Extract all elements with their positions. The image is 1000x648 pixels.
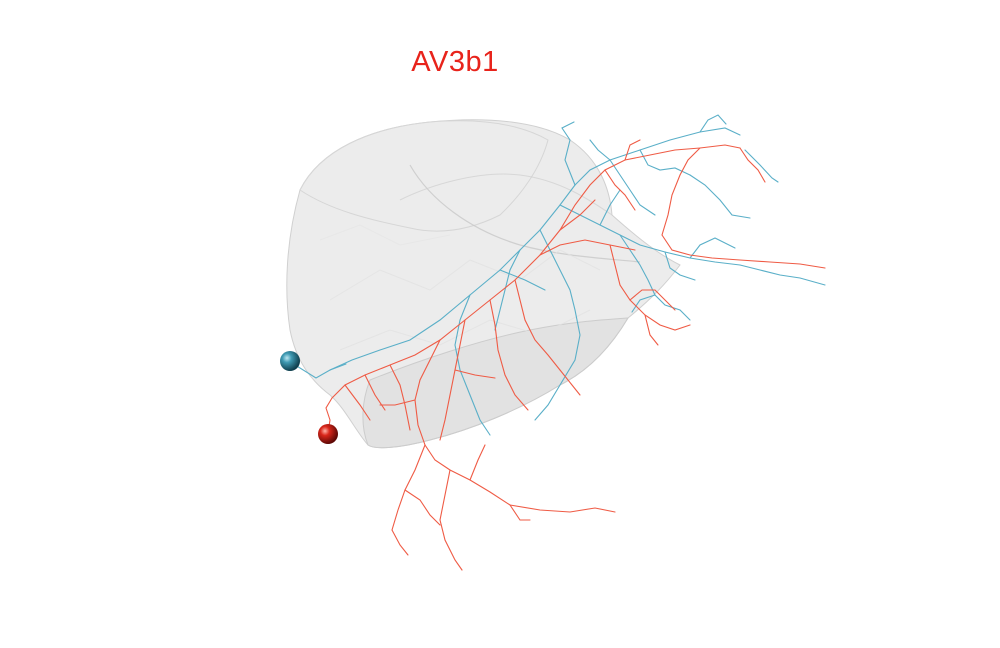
plot-title: AV3b1 xyxy=(411,46,499,78)
mesh-fold xyxy=(409,164,641,263)
neuron-b-skeleton[interactable] xyxy=(325,139,826,571)
mesh-facet xyxy=(339,309,591,351)
neuron-a-skeleton[interactable] xyxy=(289,114,826,436)
mesh-facet xyxy=(329,249,601,301)
soma-a-marker[interactable] xyxy=(280,351,300,371)
mesh-upper-cap xyxy=(299,120,549,232)
soma-b-marker[interactable] xyxy=(318,424,338,444)
mesh-lower-lobe xyxy=(362,317,629,449)
mesh-facet xyxy=(319,224,451,246)
mesh-fold xyxy=(399,173,613,216)
